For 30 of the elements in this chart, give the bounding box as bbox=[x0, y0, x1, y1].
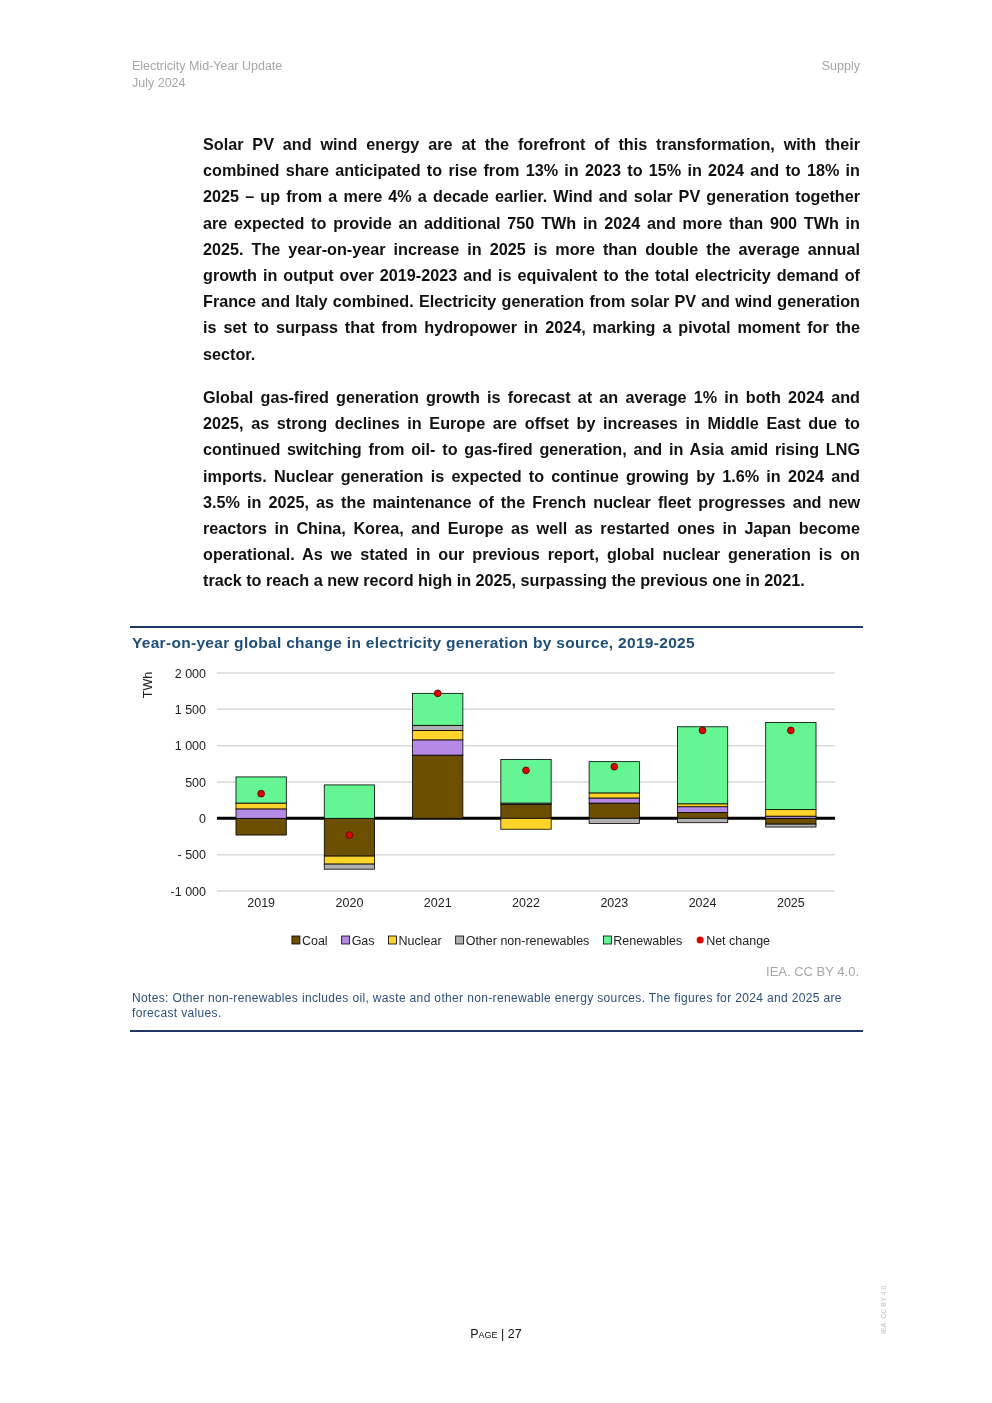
x-tick-label: 2019 bbox=[247, 895, 276, 910]
y-tick-label: 2 000 bbox=[174, 666, 207, 681]
legend-label: Coal bbox=[301, 933, 328, 948]
legend-label: Net change bbox=[706, 933, 771, 948]
text: IEA. CC BY 4.0. bbox=[766, 964, 859, 979]
text: Global gas-fired generation growth is forecast at an average 1% in both 2024 and 2025, as strong declines in Europe are offset by increases in Middle East due to continued switching from oil- to gas-fired generation, and in Asia amid rising LNG imports. Nuclear generation is expected to continue growing by 1.6% in 2024 and 3.5% in 2025, as the maintenance of the French nuclear fleet progresses and new reactors in China, Korea, and Europe as well as restarted ones in Japan become operational. As we stated in our previous report, global nuclear generation is on track to reach a new record high in 2025, surpassing the previous one in 2021. bbox=[203, 387, 860, 592]
x-tick-label: 2025 bbox=[776, 895, 805, 910]
legend-label: Renewables bbox=[613, 933, 683, 948]
text: July 2024 bbox=[132, 76, 186, 90]
x-tick-label: 2021 bbox=[423, 895, 452, 910]
y-tick-label: 500 bbox=[185, 775, 207, 790]
y-tick-label: 1 000 bbox=[174, 739, 207, 754]
legend-label: Other non-renewables bbox=[465, 933, 590, 948]
y-tick-label: - 500 bbox=[177, 848, 207, 863]
text: Notes: Other non-renewables includes oil, waste and other non-renewable energy sources. The figures for 2024 and 2025 are forecast values. bbox=[132, 991, 843, 1021]
text: Solar PV and wind energy are at the forefront of this transformation, with their combined share anticipated to rise from 13% in 2023 to 15% in 2024 and to 18% in 2025 – up from a mere 4% a decade earlier. Wind and solar PV generation together are expected to provide an additional 750 TWh in 2024 and more than 900 TWh in 2025. The year-on-year increase in 2025 is more than double the average annual growth in output over 2019-2023 and is equivalent to the total electricity demand of France and Italy combined. Electricity generation from solar PV and wind generation is set to surpass that from hydropower in 2024, marking a pivotal moment for the sector. bbox=[203, 135, 860, 363]
x-tick-label: 2023 bbox=[600, 895, 629, 910]
text: Page | 27 bbox=[470, 1327, 522, 1341]
y-tick-label: 0 bbox=[199, 811, 207, 826]
x-tick-label: 2024 bbox=[688, 895, 717, 910]
text: Supply bbox=[821, 59, 860, 73]
x-tick-label: 2020 bbox=[335, 895, 364, 910]
y-axis-title: TWh bbox=[141, 671, 155, 699]
y-tick-label: -1 000 bbox=[170, 884, 207, 899]
legend-label: Gas bbox=[351, 933, 375, 948]
x-tick-label: 2022 bbox=[512, 895, 540, 910]
chart-title: Year-on-year global change in electricity generation by source, 2019-2025 bbox=[132, 634, 695, 652]
legend-label: Nuclear bbox=[398, 933, 442, 948]
text: Electricity Mid-Year Update bbox=[132, 59, 283, 73]
y-tick-label: 1 500 bbox=[174, 702, 207, 717]
